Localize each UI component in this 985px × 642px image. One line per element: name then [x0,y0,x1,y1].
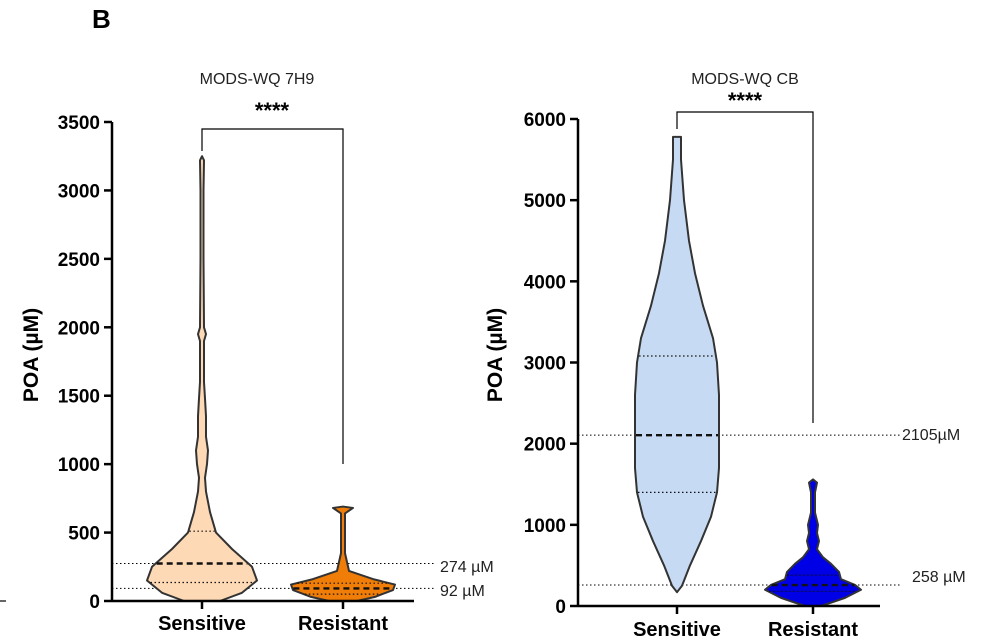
violin-shape [764,478,862,607]
y-tick-label: 0 [89,592,100,613]
y-tick-label: 2000 [524,435,566,456]
reference-line-label: 92 µM [440,583,485,600]
y-axis-label: POA (µM) [20,308,43,402]
x-category-label: Resistant [298,613,388,635]
panel-label: B [92,4,111,34]
y-tick-label: 3500 [58,113,100,134]
y-tick-label: 3000 [58,181,100,202]
y-tick-label: 2000 [58,318,100,339]
chart-title: MODS-WQ 7H9 [200,71,315,88]
y-tick-label: 0 [555,597,566,618]
y-tick-label: 5000 [524,191,566,212]
violin-chart-7h9: MODS-WQ 7H9 POA (µM) Sensitive Resistant… [20,71,494,635]
y-axis-label: POA (µM) [484,308,507,402]
violin-shape [290,505,396,602]
x-category-label: Sensitive [633,619,721,641]
significance-stars: **** [255,98,290,123]
y-tick-label: 500 [68,524,100,545]
violin-shape [634,135,720,594]
significance-bracket [201,128,344,464]
y-tick-label: 6000 [524,110,566,131]
x-category-label: Resistant [768,619,858,641]
chart-title: MODS-WQ CB [691,71,799,88]
y-tick-label: 1000 [524,516,566,537]
y-tick-label: 4000 [524,272,566,293]
x-category-label: Sensitive [158,613,246,635]
significance-bracket [676,111,814,423]
violin-shape [146,155,258,602]
violin-chart-cb: MODS-WQ CB POA (µM) Sensitive Resistant … [484,71,966,641]
reference-line-label: 258 µM [912,569,966,586]
y-tick-label: 1000 [58,455,100,476]
y-tick-label: 3000 [524,354,566,375]
reference-line-label: 274 µM [440,559,494,576]
significance-stars: **** [728,88,763,113]
y-tick-label: 2500 [58,250,100,271]
y-tick-label: 1500 [58,387,100,408]
reference-line-label: 2105µM [902,427,960,444]
